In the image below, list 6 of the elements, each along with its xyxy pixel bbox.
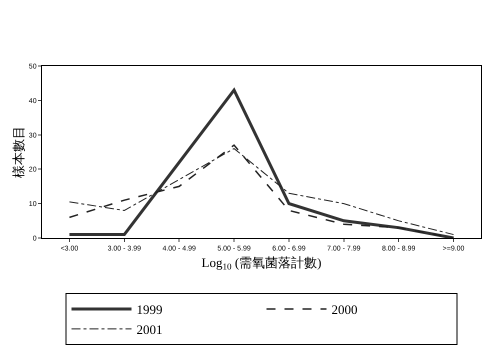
x-axis-title: Log$_{10}$ (需氧菌落計數): [202, 255, 322, 272]
legend-label: 2000: [332, 302, 358, 318]
legend-label: 1999: [136, 302, 162, 318]
y-axis-title: 樣本數目: [12, 126, 27, 178]
line-series: [68, 88, 456, 238]
legend-label: 2001: [136, 322, 162, 337]
